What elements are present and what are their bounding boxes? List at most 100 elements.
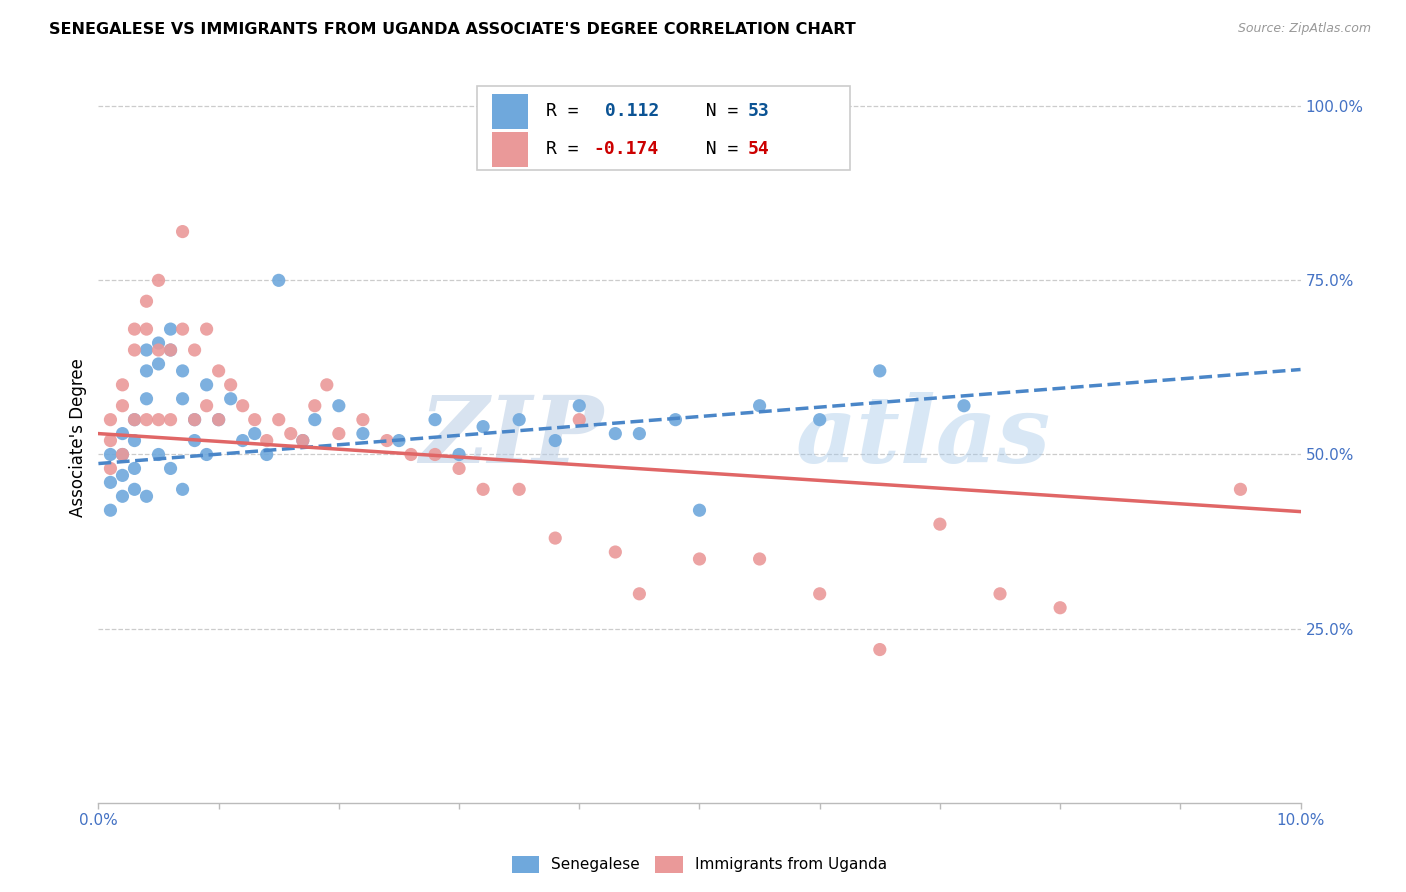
Point [159,322,181,336]
Point [124,343,146,357]
Point [544,434,567,448]
Text: N =: N = [683,103,749,120]
Point [148,273,170,287]
Point [159,412,181,426]
Point [748,399,770,413]
Point [256,448,278,462]
Point [628,587,651,601]
Point [399,448,422,462]
Point [111,377,134,392]
Point [124,483,146,497]
Point [988,587,1011,601]
Text: R =: R = [546,103,589,120]
Text: N =: N = [683,140,749,158]
Point [148,448,170,462]
Point [159,461,181,475]
Point [328,399,350,413]
Point [280,426,302,441]
Point [135,489,157,503]
Point [135,343,157,357]
Point [869,642,891,657]
Point [159,343,181,357]
Point [256,434,278,448]
Point [172,364,194,378]
Y-axis label: Associate's Degree: Associate's Degree [69,358,87,516]
Point [135,392,157,406]
Point [689,552,711,566]
Point [135,364,157,378]
Point [388,434,411,448]
Point [568,399,591,413]
Point [628,426,651,441]
Point [111,426,134,441]
Point [111,448,134,462]
Point [232,434,254,448]
Point [135,294,157,309]
Point [953,399,976,413]
Point [243,426,266,441]
Point [1229,483,1251,497]
Point [267,273,290,287]
FancyBboxPatch shape [477,86,849,170]
Text: Source: ZipAtlas.com: Source: ZipAtlas.com [1237,22,1371,36]
Point [219,392,242,406]
Point [100,448,122,462]
Text: -0.174: -0.174 [593,140,659,158]
Point [232,399,254,413]
Point [208,412,231,426]
Point [148,343,170,357]
Point [172,483,194,497]
Point [352,426,374,441]
Point [172,322,194,336]
Point [148,336,170,351]
Legend: Senegalese, Immigrants from Uganda: Senegalese, Immigrants from Uganda [506,849,893,880]
Point [111,399,134,413]
Point [447,461,470,475]
Point [472,419,495,434]
Point [100,434,122,448]
Point [183,343,205,357]
Point [135,412,157,426]
Point [423,412,446,426]
Point [267,412,290,426]
Point [195,377,218,392]
Text: 53: 53 [748,103,769,120]
Point [159,343,181,357]
Bar [492,94,527,128]
Text: ZIP: ZIP [419,392,603,482]
Point [808,412,831,426]
Point [808,587,831,601]
Point [183,434,205,448]
Point [172,225,194,239]
Point [183,412,205,426]
Point [568,412,591,426]
Point [111,448,134,462]
Point [929,517,952,532]
Point [124,322,146,336]
Point [111,468,134,483]
Point [124,434,146,448]
Point [124,461,146,475]
Point [605,426,627,441]
Point [869,364,891,378]
Point [172,392,194,406]
Point [315,377,337,392]
Point [208,364,231,378]
Point [605,545,627,559]
Point [447,448,470,462]
Point [100,412,122,426]
Text: 0.112: 0.112 [593,103,659,120]
Point [508,483,530,497]
Point [352,412,374,426]
Point [291,434,314,448]
Point [508,412,530,426]
Point [148,412,170,426]
Point [100,475,122,490]
Point [195,399,218,413]
Point [124,412,146,426]
Text: R =: R = [546,140,589,158]
Point [748,552,770,566]
Point [304,399,326,413]
Point [219,377,242,392]
Text: 54: 54 [748,140,769,158]
